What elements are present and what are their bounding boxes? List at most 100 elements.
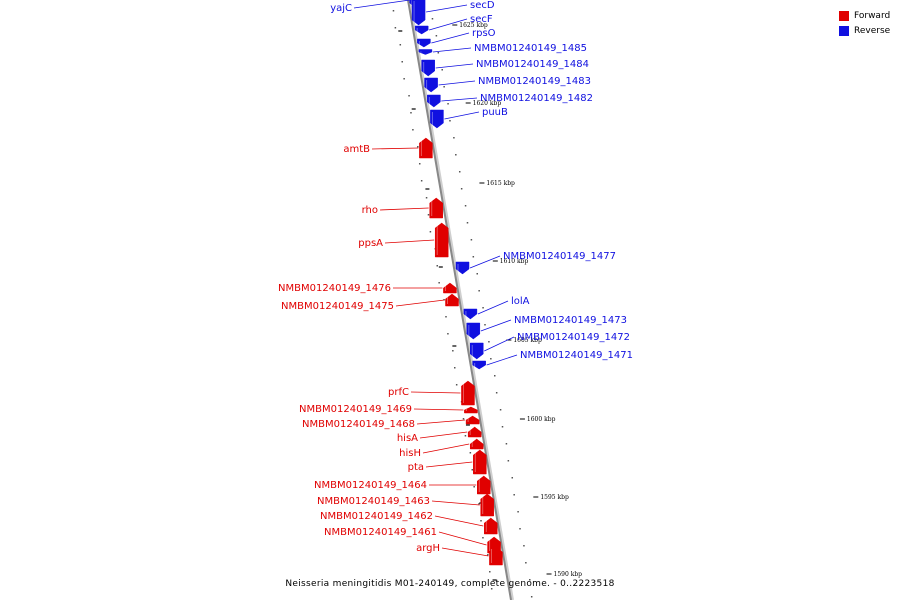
guide-dot-left: [447, 333, 449, 335]
gene-label: NMBM01240149_1475: [281, 301, 394, 312]
gene-glyph-NMBM01240149_1462: [484, 517, 498, 535]
gene-glyph-NMBM01240149_1473: [466, 322, 481, 340]
leader-line: [484, 336, 515, 352]
guide-dot-right: [478, 290, 480, 292]
guide-dot-right: [458, 171, 461, 173]
gene-label: NMBM01240149_1482: [480, 93, 593, 104]
legend-item-forward: Forward: [839, 9, 890, 22]
gene-glyph-puuB: [430, 109, 444, 129]
gene-label: hisA: [397, 433, 418, 444]
gene-label: NMBM01240149_1471: [520, 350, 633, 361]
guide-dot-left: [425, 197, 428, 199]
guide-dot-left: [394, 27, 397, 29]
gene-glyph-NMBM01240149_1471: [472, 360, 486, 370]
gene-glyph-amtB: [419, 137, 433, 159]
guide-dot-left: [487, 554, 489, 556]
tick-label: 1600 kbp: [527, 416, 556, 423]
gene-label: rho: [362, 205, 378, 216]
gene-label: NMBM01240149_1473: [514, 315, 627, 326]
guide-dot-left: [427, 214, 430, 216]
leader-line: [441, 547, 489, 557]
gene-label: NMBM01240149_1483: [478, 76, 591, 87]
guide-dot-right: [519, 528, 521, 530]
leader-line: [353, 0, 413, 9]
gene-label: NMBM01240149_1484: [476, 59, 589, 70]
gene-glyph-secF: [414, 25, 429, 35]
guide-dot-right: [517, 511, 519, 513]
guide-dot-left: [420, 180, 423, 182]
gene-glyph-rho: [429, 197, 443, 219]
gene-glyph-prfC: [461, 380, 475, 406]
gene-glyph-pta: [473, 449, 487, 475]
guide-dot-right: [472, 256, 475, 258]
guide-dot-left: [401, 61, 403, 63]
leader-line: [438, 531, 487, 546]
leader-line: [441, 97, 478, 102]
guide-dot-right: [529, 579, 531, 581]
guide-dot-left: [417, 146, 419, 148]
guide-dot-right: [482, 307, 484, 309]
guide-dot-right: [443, 86, 445, 88]
guide-dot-right: [523, 545, 525, 547]
map-caption: Neisseria meningitidis M01-240149, compl…: [285, 579, 615, 589]
guide-dot-right: [495, 392, 498, 394]
guide-dot-right: [530, 596, 533, 598]
guide-dot-left: [455, 384, 458, 386]
guide-dot-left: [462, 418, 465, 420]
gene-label: prfC: [388, 387, 409, 398]
guide-dot-right: [453, 137, 455, 139]
gene-label: NMBM01240149_1462: [320, 511, 433, 522]
tick-label: 1620 kbp: [473, 100, 502, 107]
guide-dot-left: [445, 316, 447, 318]
gene-glyph-ppsA: [434, 222, 449, 258]
gene-glyph-NMBM01240149_1476: [443, 282, 457, 294]
guide-dot-left: [392, 10, 395, 12]
guide-dot-left: [429, 231, 432, 233]
gene-glyph-NMBM01240149_1472: [470, 342, 484, 360]
leader-line: [486, 354, 518, 366]
guide-dot-right: [464, 205, 467, 207]
gene-glyph-NMBM01240149_1468: [465, 415, 480, 425]
gene-glyph-lolA: [463, 308, 478, 320]
guide-dot-left: [403, 78, 405, 80]
tick-label: 1625 kbp: [459, 22, 488, 29]
tick-label: 1605 kbp: [513, 337, 542, 344]
guide-dot-right: [441, 69, 443, 71]
gene-label: pta: [408, 462, 424, 473]
guide-dot-right: [511, 477, 514, 479]
guide-dot-right: [513, 494, 515, 496]
gene-label: NMBM01240149_1477: [503, 251, 616, 262]
leader-line: [419, 431, 468, 439]
guide-dot-right: [476, 273, 478, 275]
guide-dot-left: [412, 129, 414, 131]
gene-label: NMBM01240149_1463: [317, 496, 430, 507]
guide-dot-left: [473, 486, 475, 488]
guide-dot-right: [470, 239, 473, 241]
guide-dot-left: [418, 163, 421, 165]
leader-line: [384, 239, 435, 244]
leader-line: [435, 63, 474, 69]
gene-label: NMBM01240149_1461: [324, 527, 437, 538]
leader-line: [438, 80, 476, 86]
gene-label: NMBM01240149_1476: [278, 283, 391, 294]
gene-label: NMBM01240149_1485: [474, 43, 587, 54]
reverse-swatch: [839, 25, 849, 36]
tick-label: 1615 kbp: [486, 180, 515, 187]
leader-line: [444, 111, 480, 120]
legend: Forward Reverse: [839, 9, 890, 39]
gene-label: NMBM01240149_1469: [299, 404, 412, 415]
gene-glyph-NMBM01240149_1475: [445, 293, 459, 307]
guide-dot-right: [494, 375, 496, 377]
leader-line: [371, 147, 419, 150]
guide-dot-left: [399, 44, 402, 46]
leader-line: [480, 319, 512, 332]
gene-label: argH: [416, 543, 440, 554]
guide-dot-right: [490, 358, 492, 360]
guide-dot-left: [471, 469, 474, 471]
guide-dot-left: [478, 503, 480, 505]
gene-label: ppsA: [358, 238, 383, 249]
guide-dot-right: [488, 341, 490, 343]
leader-line: [434, 515, 484, 527]
leader-line: [416, 419, 466, 425]
guide-dot-right: [499, 409, 502, 411]
